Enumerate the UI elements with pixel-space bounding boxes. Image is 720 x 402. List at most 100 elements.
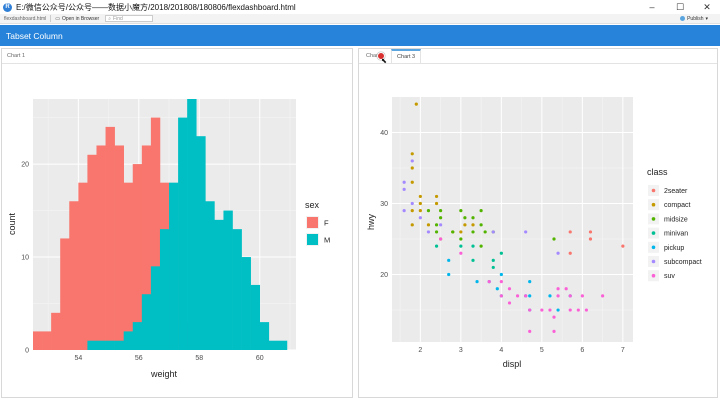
hist-bar-M	[132, 322, 143, 350]
hist-bar-M	[150, 266, 161, 350]
scatter-point-midsize	[479, 223, 483, 227]
scatter-point-midsize	[459, 209, 463, 213]
scatter-point-subcompact	[556, 251, 560, 255]
toolbar-divider	[50, 15, 52, 22]
window-titlebar: R E:/微信公众号/公众号——数据小魔方/2018/201808/180806…	[0, 0, 720, 14]
hist-ylabel: count	[7, 212, 17, 235]
chart1-title: Chart 1	[7, 53, 26, 59]
scatter-point-suv	[564, 287, 568, 291]
browser-icon: ▭	[55, 15, 60, 22]
scatter-point-pickup	[556, 308, 560, 312]
hist-bar-M	[105, 340, 115, 350]
scatter-point-minivan	[499, 251, 503, 255]
publish-button[interactable]: Publish ▾	[680, 16, 708, 22]
scatter-point-subcompact	[491, 230, 495, 234]
hist-xtick-label: 60	[256, 355, 264, 362]
hist-legend-swatch-M	[307, 234, 318, 245]
scatter-point-suv	[552, 329, 556, 333]
scatter-point-suv	[556, 287, 560, 291]
find-input[interactable]: ⌕ Find	[105, 15, 154, 22]
hist-bar-M	[87, 340, 97, 350]
scatter-xtick-label: 7	[621, 347, 625, 354]
scatter-point-minivan	[491, 258, 495, 262]
scatter-point-suv	[507, 301, 512, 305]
hist-ytick-label: 10	[21, 255, 29, 262]
scatter-point-subcompact	[426, 230, 431, 234]
scatter-point-suv	[576, 308, 580, 312]
chevron-down-icon: ▾	[705, 15, 708, 22]
hist-bar-F	[123, 182, 134, 350]
hist-bar-M	[196, 136, 206, 350]
maximize-button[interactable]: ☐	[675, 1, 685, 12]
hist-xlabel: weight	[150, 369, 178, 379]
hist-bar-M	[214, 219, 224, 350]
scatter-legend-swatch-compact	[651, 202, 656, 207]
scatter-point-compact	[410, 223, 414, 227]
scatter-legend-label: 2seater	[664, 188, 688, 195]
chart1-panel: Chart 1 54 56 58 60 0 10 20 weight count sex F…	[1, 48, 353, 398]
scatter-point-suv	[552, 315, 556, 319]
scatter-point-midsize	[483, 230, 487, 234]
scatter-point-suv	[568, 294, 572, 298]
scatter-point-midsize	[451, 230, 455, 234]
hist-xtick-label: 56	[135, 355, 143, 362]
scatter-point-pickup	[495, 287, 499, 291]
scatter-point-pickup	[447, 258, 451, 262]
scatter-legend-swatch-suv	[651, 273, 656, 278]
scatter-legend-swatch-pickup	[651, 245, 656, 250]
scatter-point-midsize	[471, 230, 475, 234]
hist-legend-label: M	[324, 236, 330, 245]
hist-bar-M	[223, 210, 233, 350]
tab-chart-3[interactable]: Chart 3	[391, 49, 422, 63]
hist-bar-M	[250, 284, 261, 350]
scatter-point-suv	[499, 280, 503, 284]
viewer-toolbar: flexdashboard.html ▭ Open in Browser ⌕ F…	[0, 14, 720, 24]
hist-bar-M	[241, 257, 251, 350]
scatter-point-minivan	[459, 244, 463, 248]
scatter-point-pickup	[447, 272, 451, 277]
minimize-button[interactable]: –	[649, 2, 655, 12]
hist-bar-M	[169, 182, 179, 350]
file-name-label: flexdashboard.html	[4, 15, 47, 22]
open-in-browser-button[interactable]: ▭ Open in Browser	[55, 16, 99, 22]
scatter-point-midsize	[439, 216, 443, 220]
hist-bar-M	[114, 340, 124, 350]
scatter-xtick-label: 6	[580, 347, 584, 354]
hist-bar-F	[78, 182, 88, 350]
tab-chart-2[interactable]: Chart 2 ⬉	[361, 49, 389, 65]
tabset-panel: Chart 2 ⬉ Chart 3 2 3 4 5 6 7 20 30 40 displ hwy…	[358, 48, 718, 398]
scatter-point-suv	[540, 308, 544, 312]
weight-histogram: 54 56 58 60 0 10 20 weight count sex FM	[7, 99, 330, 379]
scatter-legend-swatch-2seater	[651, 188, 656, 193]
scatter-point-suv	[487, 280, 491, 284]
hist-bar-M	[141, 294, 152, 350]
scatter-point-suv	[507, 287, 512, 291]
close-button[interactable]: ✕	[703, 1, 711, 12]
scatter-ytick-label: 40	[380, 130, 388, 137]
scatter-point-minivan	[491, 265, 495, 270]
scatter-point-2seater	[621, 244, 625, 248]
scatter-point-2seater	[568, 230, 572, 234]
scatter-point-2seater	[588, 230, 593, 234]
open-in-browser-label: Open in Browser	[61, 15, 100, 22]
hist-bar-F	[60, 238, 70, 350]
hist-bar-M	[259, 322, 270, 350]
scatter-point-compact	[410, 166, 414, 170]
hist-bar-F	[96, 145, 106, 350]
scatter-xtick-label: 5	[540, 347, 544, 354]
scatter-ytick-label: 20	[380, 272, 388, 279]
scatter-point-subcompact	[524, 230, 528, 234]
scatter-point-minivan	[434, 244, 439, 248]
hist-legend-label: F	[324, 219, 329, 228]
hist-bar-M	[205, 201, 215, 350]
hist-bar-F	[150, 117, 161, 350]
scatter-point-suv	[528, 329, 532, 333]
scatter-xlabel: displ	[503, 359, 522, 369]
scatter-point-compact	[471, 223, 475, 227]
hist-bar-F	[69, 201, 79, 350]
scatter-plot-background	[392, 97, 633, 342]
scatter-point-compact	[414, 102, 418, 106]
scatter-point-pickup	[528, 280, 532, 284]
hist-bar-F	[42, 331, 52, 350]
scatter-point-compact	[410, 180, 414, 184]
